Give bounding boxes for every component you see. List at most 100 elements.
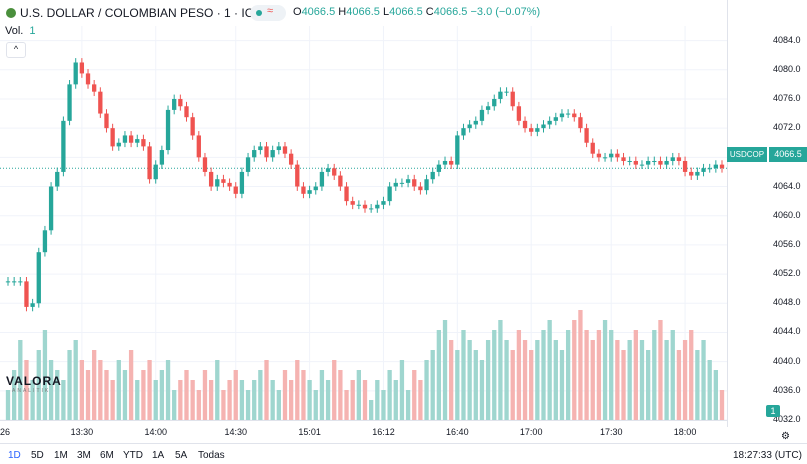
- volume-bar: [184, 370, 189, 420]
- candle-body: [79, 62, 85, 74]
- candle-body: [227, 182, 232, 187]
- candle-body: [393, 182, 398, 187]
- time-axis-line: [0, 420, 727, 421]
- candle-body: [541, 124, 546, 129]
- volume-bar: [504, 340, 509, 420]
- volume-bar: [202, 370, 208, 420]
- range-button-6m[interactable]: 6M: [100, 450, 114, 461]
- volume-bar: [529, 350, 534, 420]
- candle-body: [399, 182, 405, 184]
- volume-bar: [461, 330, 466, 420]
- candle-body: [110, 128, 115, 147]
- candle-body: [578, 117, 583, 129]
- range-button-1d[interactable]: 1D: [8, 450, 21, 461]
- candle-body: [627, 160, 632, 162]
- volume-bar: [85, 370, 91, 420]
- x-tick-label: 14:00: [144, 427, 167, 437]
- volume-bar: [578, 310, 583, 420]
- market-status-pill[interactable]: [250, 5, 286, 21]
- range-button-3m[interactable]: 3M: [77, 450, 91, 461]
- volume-bar: [12, 370, 17, 420]
- volume-bar: [510, 350, 515, 420]
- y-tick-label: 4044.0: [773, 326, 801, 337]
- range-button-5a[interactable]: 5A: [175, 450, 188, 461]
- volume-bar: [178, 380, 183, 420]
- clock: 18:27:33 (UTC): [733, 450, 802, 461]
- volume-bar: [55, 370, 60, 420]
- candle-body: [553, 117, 558, 121]
- volume-bar: [239, 380, 245, 420]
- collapse-legend-button[interactable]: ^: [6, 42, 26, 58]
- candle-body: [719, 164, 725, 169]
- volume-bar: [92, 350, 97, 420]
- range-button-1a[interactable]: 1A: [152, 450, 165, 461]
- volume-bar: [165, 360, 171, 420]
- volume-bar: [307, 380, 312, 420]
- volume-bar: [424, 360, 429, 420]
- symbol-title[interactable]: U.S. DOLLAR / COLOMBIAN PESO · 1 · ICE: [20, 6, 262, 20]
- volume-bar: [110, 380, 115, 420]
- volume-bar: [455, 350, 460, 420]
- volume-legend[interactable]: Vol. 1: [5, 25, 35, 37]
- candle-body: [61, 120, 66, 172]
- candle-body: [215, 179, 220, 187]
- x-tick-label: 16:12: [372, 427, 395, 437]
- volume-bar: [319, 370, 325, 420]
- settings-gear-icon[interactable]: ⚙: [781, 431, 790, 442]
- volume-bar: [547, 320, 552, 420]
- x-tick-label: 17:00: [519, 427, 543, 437]
- candle-body: [332, 168, 337, 176]
- candle-body: [313, 186, 318, 191]
- close-value: 4066.5: [433, 6, 468, 18]
- chart-plot-area[interactable]: [0, 0, 727, 420]
- volume-bar: [676, 350, 682, 420]
- volume-bar: [362, 380, 368, 420]
- y-tick-label: 4032.0: [773, 414, 801, 424]
- candle-body: [196, 135, 201, 158]
- candle-body: [682, 160, 688, 172]
- candle-body: [529, 128, 534, 132]
- range-button-ytd[interactable]: YTD: [123, 450, 143, 461]
- candle-body: [172, 98, 177, 110]
- volume-bar: [565, 330, 571, 420]
- candle-body: [615, 153, 620, 158]
- range-button-todas[interactable]: Todas: [198, 450, 225, 461]
- volume-bar: [208, 380, 214, 420]
- volume-label: Vol.: [5, 25, 24, 37]
- candle-body: [239, 171, 245, 194]
- candle-body: [498, 91, 503, 99]
- volume-bar: [5, 390, 11, 420]
- price-tag-value: 4066.5: [769, 147, 807, 162]
- candle-body: [344, 186, 349, 202]
- candle-body: [233, 186, 238, 194]
- volume-bar: [350, 380, 355, 420]
- volume-bar: [645, 350, 651, 420]
- volume-bar: [332, 360, 337, 420]
- volume-bar: [141, 370, 146, 420]
- volume-bar: [639, 340, 645, 420]
- range-button-5d[interactable]: 5D: [31, 450, 44, 461]
- high-value: 4066.5: [346, 6, 380, 18]
- candle-body: [670, 157, 675, 161]
- bottom-toolbar: [0, 443, 807, 464]
- candle-body: [128, 135, 134, 143]
- volume-bar: [122, 370, 128, 420]
- candle-body: [153, 164, 158, 180]
- volume-bar: [418, 380, 423, 420]
- volume-bar: [313, 390, 318, 420]
- candle-body: [504, 91, 509, 93]
- candle-body: [36, 252, 41, 304]
- candle-body: [639, 164, 645, 166]
- volume-bar: [719, 390, 725, 420]
- candle-body: [252, 150, 257, 158]
- candle-body: [67, 84, 72, 121]
- candle-body: [135, 139, 140, 143]
- volume-bar: [42, 330, 48, 420]
- candle-body: [565, 113, 571, 115]
- range-button-1m[interactable]: 1M: [54, 450, 68, 461]
- candle-body: [356, 204, 361, 206]
- candle-body: [362, 204, 368, 209]
- candle-body: [24, 281, 29, 307]
- volume-bar: [135, 380, 140, 420]
- price-axis[interactable]: [727, 0, 807, 427]
